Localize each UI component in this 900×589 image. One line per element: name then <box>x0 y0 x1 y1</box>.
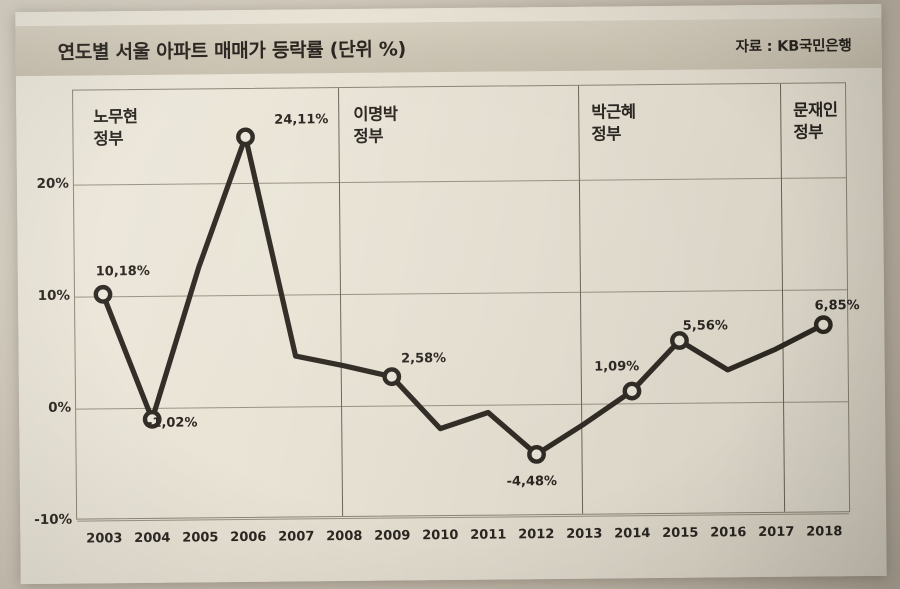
data-point-2014 <box>622 381 642 401</box>
data-point-2006 <box>236 127 255 147</box>
page-title: 연도별 서울 아파트 매매가 등락률 (단위 %) <box>57 38 407 64</box>
x-tick-2003: 2003 <box>86 531 123 547</box>
data-point-2003 <box>93 284 113 304</box>
x-tick-2013: 2013 <box>566 526 603 542</box>
y-tick-0: 0% <box>48 399 72 416</box>
x-tick-2011: 2011 <box>470 527 507 543</box>
x-tick-2014: 2014 <box>614 526 651 542</box>
point-label-2018: 6,85% <box>814 298 860 314</box>
point-label-2015: 5,56% <box>682 318 728 334</box>
x-tick-2010: 2010 <box>422 527 459 544</box>
chart-card: 연도별 서울 아파트 매매가 등락률 (단위 %) 자료 : KB국민은행 노무… <box>15 3 887 585</box>
point-label-2004: -1,02% <box>146 415 198 431</box>
point-label-2012: -4,48% <box>506 473 558 490</box>
chart-line-series <box>93 127 833 464</box>
x-tick-2008: 2008 <box>326 528 363 545</box>
point-label-2014: 1,09% <box>594 359 640 375</box>
x-tick-2006: 2006 <box>230 529 267 546</box>
point-label-2006: 24,11% <box>274 112 329 128</box>
source-attribution: 자료 : KB국민은행 <box>735 38 852 56</box>
y-tick-10: 10% <box>37 287 71 304</box>
data-point-2018 <box>813 315 833 335</box>
x-tick-2009: 2009 <box>374 528 411 544</box>
data-point-2015 <box>670 331 689 350</box>
point-label-2009: 2,58% <box>400 351 447 367</box>
x-tick-2005: 2005 <box>182 530 219 546</box>
x-tick-2012: 2012 <box>518 527 555 543</box>
y-tick-minus-10: -10% <box>34 511 73 529</box>
x-tick-2016: 2016 <box>710 525 747 541</box>
data-point-2004 <box>142 409 162 429</box>
point-label-2003: 10,18% <box>95 263 150 280</box>
y-tick-20: 20% <box>36 175 70 192</box>
data-point-2012 <box>527 444 546 464</box>
chart-plot-area: 노무현 정부 이명박 정부 박근혜 정부 문재인 정부 10,18% <box>72 82 860 522</box>
x-tick-2015: 2015 <box>662 525 699 541</box>
x-tick-2018: 2018 <box>806 524 843 540</box>
x-tick-2017: 2017 <box>758 524 795 541</box>
data-point-2009 <box>382 367 402 387</box>
x-tick-2004: 2004 <box>134 530 171 547</box>
x-axis-labels: 2003 2004 2005 2006 2007 2008 2009 2010 2011 2012… <box>15 4 881 546</box>
x-tick-2007: 2007 <box>278 529 315 545</box>
